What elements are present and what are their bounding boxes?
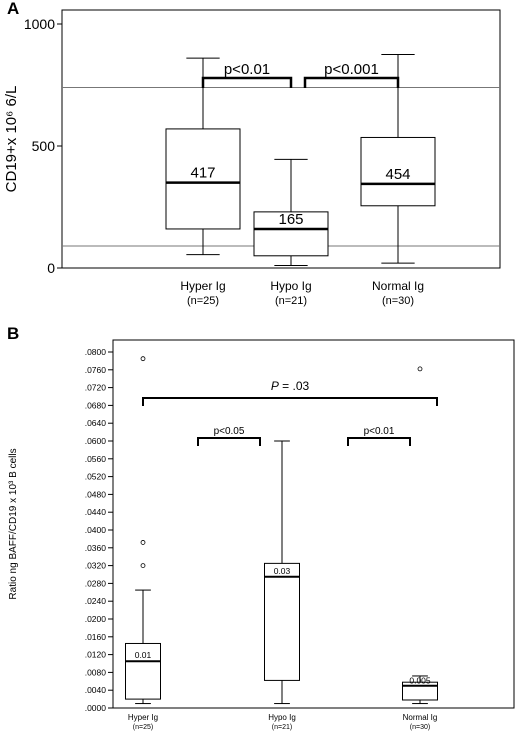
y-tick-label: .0120 [85,650,107,660]
box-value-label: 0.03 [274,566,291,576]
y-axis-label: CD19+x 10⁶ 6/L [3,86,20,193]
comparison-bracket [201,76,293,88]
outlier-point [140,540,146,545]
box-value-label: 165 [278,211,303,228]
comparison-label: p<0.05 [214,426,245,437]
panel-a-letter: A [7,0,20,18]
box-iqr [125,642,161,700]
box-value-label: 0.01 [135,650,152,660]
category-label: Hyper Ig [128,713,158,722]
y-tick-label: .0320 [85,561,107,571]
box-iqr [165,128,241,230]
y-axis-label: Ratio ng BAFF/CD19 x 10³ B cells [8,448,19,599]
y-tick-label: .0640 [85,418,107,428]
y-tick-label: .0160 [85,632,107,642]
outlier-point [417,366,423,372]
category-n-label: (n=21) [275,295,307,307]
panel-b-letter: B [7,324,20,343]
box-value-label: 454 [385,166,410,183]
category-n-label: (n=21) [272,724,292,731]
comparison-label: p<0.01 [364,426,395,437]
y-tick-label: .0400 [85,525,107,535]
category-label: Hypo Ig [270,279,311,293]
category-label: Normal Ig [372,279,424,293]
plot-frame-A [61,9,501,269]
outlier-point [140,356,146,362]
box-iqr [360,136,436,207]
comparison-bracket [142,397,438,406]
comparison-label: p<0.001 [324,61,379,78]
y-tick-label: .0080 [85,667,107,677]
box-value-label: 0.005 [409,675,431,685]
y-tick-label: .0600 [85,436,107,446]
comparison-bracket [197,437,261,446]
y-tick-label: .0680 [85,400,107,410]
category-label: Hypo Ig [268,713,296,722]
comparison-bracket [347,437,411,446]
y-tick-label: 1000 [24,16,55,32]
comparison-label: p<0.01 [224,61,270,78]
box-iqr [264,562,300,681]
y-tick-label: .0560 [85,454,107,464]
y-tick-label: .0480 [85,489,107,499]
y-tick-label: .0040 [85,685,107,695]
y-tick-label: .0720 [85,383,107,393]
y-tick-label: 500 [32,138,56,154]
category-n-label: (n=25) [133,724,153,731]
category-n-label: (n=30) [410,724,430,731]
y-tick-label: 0 [47,260,55,276]
category-label: Normal Ig [403,713,438,722]
y-tick-label: .0000 [85,703,107,713]
category-n-label: (n=30) [382,295,414,307]
category-label: Hyper Ig [180,279,225,293]
category-n-label: (n=25) [187,295,219,307]
plot-frame-B [112,339,515,709]
y-tick-label: .0200 [85,614,107,624]
y-tick-label: .0800 [85,347,107,357]
comparison-bracket [303,76,400,88]
outlier-point [140,563,146,568]
y-tick-label: .0520 [85,472,107,482]
y-tick-label: .0760 [85,365,107,375]
y-tick-label: .0360 [85,543,107,553]
y-tick-label: .0240 [85,596,107,606]
box-value-label: 417 [190,165,215,182]
y-tick-label: .0440 [85,507,107,517]
comparison-label: P = .03 [271,379,310,393]
y-tick-label: .0280 [85,578,107,588]
box-iqr [253,211,329,257]
